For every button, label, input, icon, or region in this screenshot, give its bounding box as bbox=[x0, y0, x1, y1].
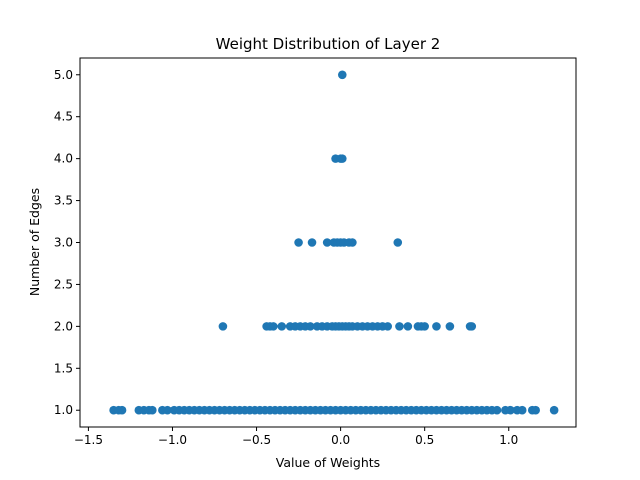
data-point bbox=[467, 322, 477, 331]
data-point bbox=[307, 238, 317, 247]
data-point bbox=[294, 238, 303, 247]
y-tick-label: 2.5 bbox=[54, 277, 73, 291]
data-point bbox=[218, 322, 228, 331]
chart-title: Weight Distribution of Layer 2 bbox=[216, 35, 441, 53]
data-point bbox=[306, 322, 315, 331]
data-point bbox=[393, 238, 403, 247]
x-tick-label: −1.5 bbox=[74, 433, 103, 447]
x-axis-label: Value of Weights bbox=[276, 455, 380, 470]
y-tick-label: 1.5 bbox=[54, 361, 73, 375]
data-point bbox=[322, 238, 332, 247]
data-point bbox=[147, 405, 157, 415]
x-tick-label: 0.0 bbox=[331, 433, 350, 447]
y-tick-label: 5.0 bbox=[54, 68, 73, 82]
x-tick-label: 0.5 bbox=[415, 433, 434, 447]
data-point bbox=[492, 405, 502, 415]
tick-group: −1.5 −1.0 −0.5 0.0 0.5 1.0 1.0 1.5 2.0 2.5 3.0 3.5 4… bbox=[54, 68, 518, 447]
data-point bbox=[506, 405, 515, 415]
data-point bbox=[445, 322, 455, 331]
data-point bbox=[277, 322, 287, 331]
x-tick-label: 1.0 bbox=[499, 433, 518, 447]
data-point bbox=[337, 70, 347, 80]
y-tick-label: 3.0 bbox=[54, 236, 73, 250]
data-point bbox=[383, 322, 392, 331]
data-point bbox=[337, 154, 347, 163]
y-axis-label: Number of Edges bbox=[27, 188, 42, 296]
y-tick-label: 2.0 bbox=[54, 319, 73, 333]
data-point bbox=[549, 405, 559, 415]
y-tick-label: 4.5 bbox=[54, 110, 73, 124]
data-point bbox=[395, 322, 404, 331]
data-point bbox=[348, 238, 357, 247]
x-tick-label: −1.0 bbox=[158, 433, 187, 447]
data-point bbox=[517, 405, 527, 415]
data-point bbox=[163, 405, 172, 415]
plot-frame bbox=[79, 57, 577, 428]
data-point bbox=[269, 322, 278, 331]
data-point bbox=[432, 322, 441, 331]
y-tick-label: 1.0 bbox=[54, 403, 73, 417]
data-point bbox=[531, 405, 540, 415]
data-point bbox=[117, 405, 127, 415]
y-tick-label: 3.5 bbox=[54, 194, 73, 208]
x-tick-label: −0.5 bbox=[242, 433, 271, 447]
y-tick-label: 4.0 bbox=[54, 152, 73, 166]
points-group bbox=[109, 70, 559, 415]
data-point bbox=[403, 322, 413, 331]
data-point bbox=[420, 322, 429, 331]
